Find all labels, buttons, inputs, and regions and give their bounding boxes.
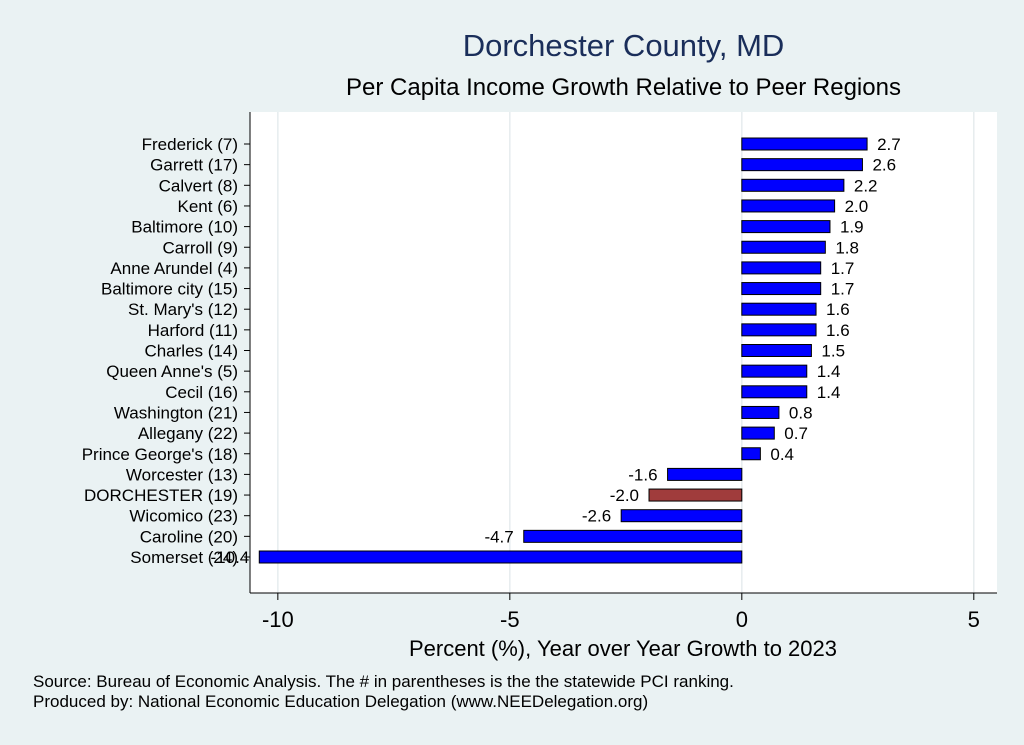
value-label: -10.4 <box>211 548 250 567</box>
bar <box>620 509 743 523</box>
x-tick-label: 5 <box>968 607 980 632</box>
bar <box>741 240 826 254</box>
value-label: 1.7 <box>831 259 855 278</box>
value-label: 1.6 <box>826 321 850 340</box>
value-label: 1.4 <box>817 362 841 381</box>
bar <box>667 467 743 481</box>
value-label: 2.2 <box>854 176 878 195</box>
category-label: Cecil (16) <box>165 383 238 402</box>
bar <box>523 529 743 543</box>
x-tick-label: -5 <box>500 607 520 632</box>
bar <box>741 261 822 275</box>
category-label: Worcester (13) <box>126 465 238 484</box>
value-label: -2.0 <box>610 486 639 505</box>
bar <box>741 364 808 378</box>
category-label: Queen Anne's (5) <box>106 362 238 381</box>
chart-subtitle: Per Capita Income Growth Relative to Pee… <box>346 74 901 101</box>
category-label: Prince George's (18) <box>82 445 238 464</box>
bar <box>741 158 863 172</box>
value-label: 2.0 <box>845 197 869 216</box>
value-label: 2.6 <box>872 156 896 175</box>
value-label: 1.5 <box>821 342 845 361</box>
bar <box>741 344 812 357</box>
value-label: 2.7 <box>877 135 901 154</box>
bar <box>741 323 817 337</box>
value-label: 1.7 <box>831 280 855 299</box>
chart-title: Dorchester County, MD <box>462 28 785 63</box>
category-label: Caroline (20) <box>140 527 238 546</box>
bar <box>741 220 831 234</box>
bar <box>741 426 775 440</box>
bar <box>741 385 808 399</box>
bar <box>741 405 780 419</box>
source-note: Source: Bureau of Economic Analysis. The… <box>33 672 734 691</box>
bar <box>648 488 743 502</box>
value-label: 0.8 <box>789 403 813 422</box>
bar <box>741 302 817 316</box>
bar <box>258 550 743 564</box>
value-label: 1.6 <box>826 300 850 319</box>
value-label: 0.7 <box>784 424 808 443</box>
category-label: Charles (14) <box>144 342 238 361</box>
category-label: Garrett (17) <box>150 156 238 175</box>
producer-note: Produced by: National Economic Education… <box>33 692 649 711</box>
bar <box>741 447 761 461</box>
category-label: Anne Arundel (4) <box>110 259 238 278</box>
x-tick-label: -10 <box>262 607 294 632</box>
value-label: 1.4 <box>817 383 841 402</box>
category-label: Calvert (8) <box>159 176 238 195</box>
category-label: Allegany (22) <box>138 424 238 443</box>
category-label: St. Mary's (12) <box>128 300 238 319</box>
bar <box>741 282 822 296</box>
value-label: -2.6 <box>582 507 611 526</box>
category-label: Kent (6) <box>178 197 238 216</box>
category-label: Harford (11) <box>148 321 238 340</box>
value-label: 1.8 <box>835 238 859 257</box>
bar <box>741 137 868 151</box>
category-label: Somerset (24) <box>130 548 238 567</box>
x-tick-label: 0 <box>736 607 748 632</box>
category-label: DORCHESTER (19) <box>84 486 238 505</box>
value-label: -1.6 <box>628 465 657 484</box>
category-label: Baltimore city (15) <box>101 280 238 299</box>
x-axis-label: Percent (%), Year over Year Growth to 20… <box>409 636 837 661</box>
category-label: Frederick (7) <box>142 135 238 154</box>
value-label: 1.9 <box>840 218 864 237</box>
category-label: Baltimore (10) <box>131 218 238 237</box>
value-label: -4.7 <box>484 527 513 546</box>
value-label: 0.4 <box>770 445 794 464</box>
bar <box>741 178 845 192</box>
category-label: Washington (21) <box>114 403 238 422</box>
category-label: Wicomico (23) <box>129 507 238 526</box>
bar <box>741 199 836 213</box>
category-label: Carroll (9) <box>162 238 238 257</box>
